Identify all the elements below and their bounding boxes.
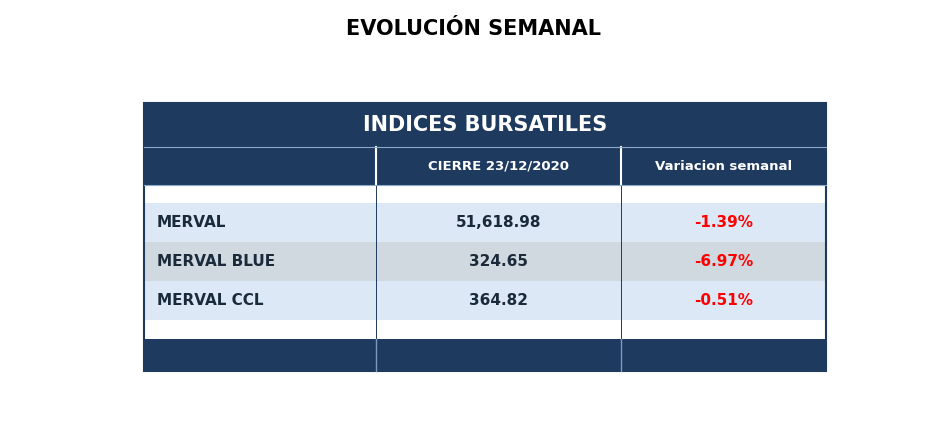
Text: EVOLUCIÓN SEMANAL: EVOLUCIÓN SEMANAL <box>345 19 601 40</box>
Text: -1.39%: -1.39% <box>694 215 753 230</box>
Bar <box>144 103 826 371</box>
Bar <box>144 184 826 203</box>
Bar <box>144 103 826 147</box>
Text: Variacion semanal: Variacion semanal <box>655 160 792 172</box>
Text: MERVAL: MERVAL <box>157 215 226 230</box>
Text: CIERRE 23/12/2020: CIERRE 23/12/2020 <box>428 160 569 172</box>
Text: 51,618.98: 51,618.98 <box>456 215 541 230</box>
Bar <box>144 281 826 320</box>
Text: MERVAL CCL: MERVAL CCL <box>157 293 264 308</box>
Text: -0.51%: -0.51% <box>694 293 753 308</box>
Text: -6.97%: -6.97% <box>693 254 753 269</box>
Text: MERVAL BLUE: MERVAL BLUE <box>157 254 275 269</box>
Bar <box>144 339 826 371</box>
Bar <box>144 147 826 184</box>
Text: INDICES BURSATILES: INDICES BURSATILES <box>362 115 607 135</box>
Text: 324.65: 324.65 <box>469 254 528 269</box>
Text: 364.82: 364.82 <box>469 293 528 308</box>
Bar <box>144 242 826 281</box>
Bar <box>144 320 826 339</box>
Bar <box>144 203 826 242</box>
